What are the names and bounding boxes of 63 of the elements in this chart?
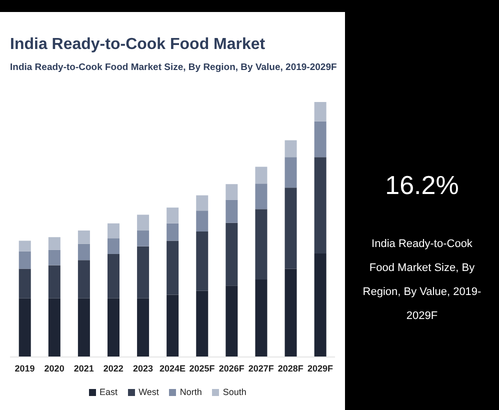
bar [166, 223, 179, 241]
bar [255, 184, 268, 210]
x-tick-label: 2028F [278, 363, 304, 374]
bar [48, 237, 60, 250]
bar [18, 298, 31, 357]
bar [108, 254, 120, 298]
legend-label: East [100, 387, 118, 397]
bar [226, 222, 238, 286]
bar [108, 238, 120, 254]
bar [314, 157, 326, 254]
legend-label: South [222, 387, 246, 397]
x-tick-label: 2029F [307, 363, 334, 374]
bar [78, 298, 90, 357]
bar [284, 140, 297, 158]
x-tick-label: 2023 [132, 363, 153, 374]
chart-title: India Ready-to-Cook Food Market [10, 36, 266, 54]
x-tick-label: 2025F [189, 363, 216, 374]
bar [196, 210, 208, 232]
bar [137, 298, 150, 357]
legend-label: West [138, 387, 159, 397]
bar [18, 251, 31, 269]
x-tick-label: 2019 [14, 363, 35, 374]
bar [137, 246, 150, 298]
bar [166, 208, 179, 224]
bar [78, 260, 90, 298]
x-tick-label: 2027F [248, 363, 274, 374]
x-tick-label: 2020 [44, 363, 64, 374]
bar [284, 268, 297, 357]
bar [284, 157, 297, 188]
bar [78, 244, 90, 260]
bar [48, 250, 60, 266]
bar [226, 200, 238, 223]
x-tick-label: 2026F [218, 363, 245, 374]
bar [166, 240, 179, 295]
bar [48, 265, 60, 298]
bar [137, 214, 150, 231]
text: 16.2% [384, 170, 460, 201]
bar [137, 230, 150, 246]
bar [48, 298, 60, 357]
chart-subtitle: India Ready-to-Cook Food Market Size, By Region, By Value, 2019-2029F [10, 62, 337, 73]
bar [18, 240, 31, 252]
text: India Ready-to-Cook Food Market Size, By Region, By Value, 2019-2029F [362, 237, 482, 324]
bar [284, 188, 297, 269]
bar [255, 279, 268, 357]
bar [314, 253, 326, 357]
bar [78, 230, 90, 244]
bar [255, 166, 268, 184]
legend-label: North [180, 387, 202, 397]
x-tick-label: 2022 [103, 363, 124, 374]
bar [196, 195, 208, 211]
bar [314, 121, 326, 158]
bar [255, 209, 268, 280]
bar [196, 290, 208, 357]
bar [226, 286, 238, 357]
bar [108, 223, 120, 238]
bar [196, 232, 208, 291]
bar [314, 102, 326, 122]
bar [18, 268, 31, 298]
x-tick-label: 2021 [74, 363, 94, 374]
x-tick-label: 2024E [159, 363, 186, 374]
bar [108, 298, 120, 357]
bar [226, 184, 238, 200]
bar [166, 294, 179, 357]
